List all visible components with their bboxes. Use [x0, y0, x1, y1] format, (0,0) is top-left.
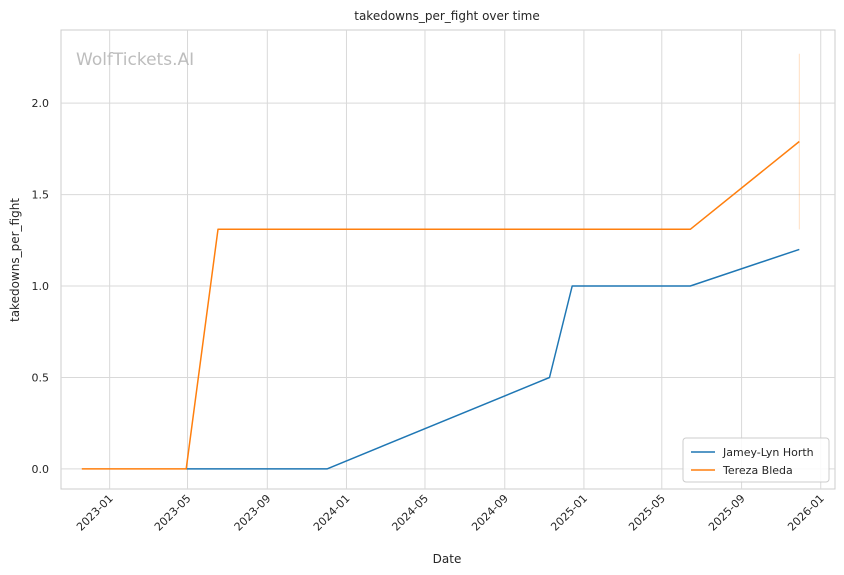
plot-frame — [60, 29, 836, 490]
series-line-0 — [186, 248, 800, 470]
x-tick-label: 2025-01 — [548, 492, 590, 534]
watermark: WolfTickets.AI — [76, 50, 194, 70]
x-tick-label: 2025-09 — [706, 492, 748, 534]
x-tick-label: 2023-01 — [74, 492, 116, 534]
x-tick-label: 2023-09 — [232, 492, 274, 534]
legend-label: Jamey-Lyn Horth — [722, 446, 814, 459]
x-axis-label: Date — [433, 552, 462, 566]
x-tick-label: 2024-05 — [389, 492, 431, 534]
x-tick-label: 2026-01 — [785, 492, 827, 534]
chart-title: takedowns_per_fight over time — [354, 9, 540, 23]
y-tick-label: 2.0 — [32, 97, 50, 110]
x-tick-label: 2023-05 — [152, 492, 194, 534]
x-tick-label: 2024-01 — [311, 492, 353, 534]
legend: Jamey-Lyn Horth Tereza Bleda — [682, 437, 830, 483]
y-axis-label: takedowns_per_fight — [8, 198, 22, 322]
series-line-1 — [81, 140, 800, 470]
x-tick-label: 2024-09 — [469, 492, 511, 534]
legend-box — [682, 437, 830, 483]
plot-area: 2023-01 2023-05 2023-09 2024-01 2024-05 2024-… — [32, 29, 836, 534]
x-tick-label: 2025-05 — [626, 492, 668, 534]
y-tick-label: 0.5 — [32, 371, 50, 384]
y-tick-label: 1.0 — [32, 280, 50, 293]
y-tick-label: 1.5 — [32, 189, 50, 202]
legend-label: Tereza Bleda — [722, 464, 793, 477]
y-tick-label: 0.0 — [32, 463, 50, 476]
